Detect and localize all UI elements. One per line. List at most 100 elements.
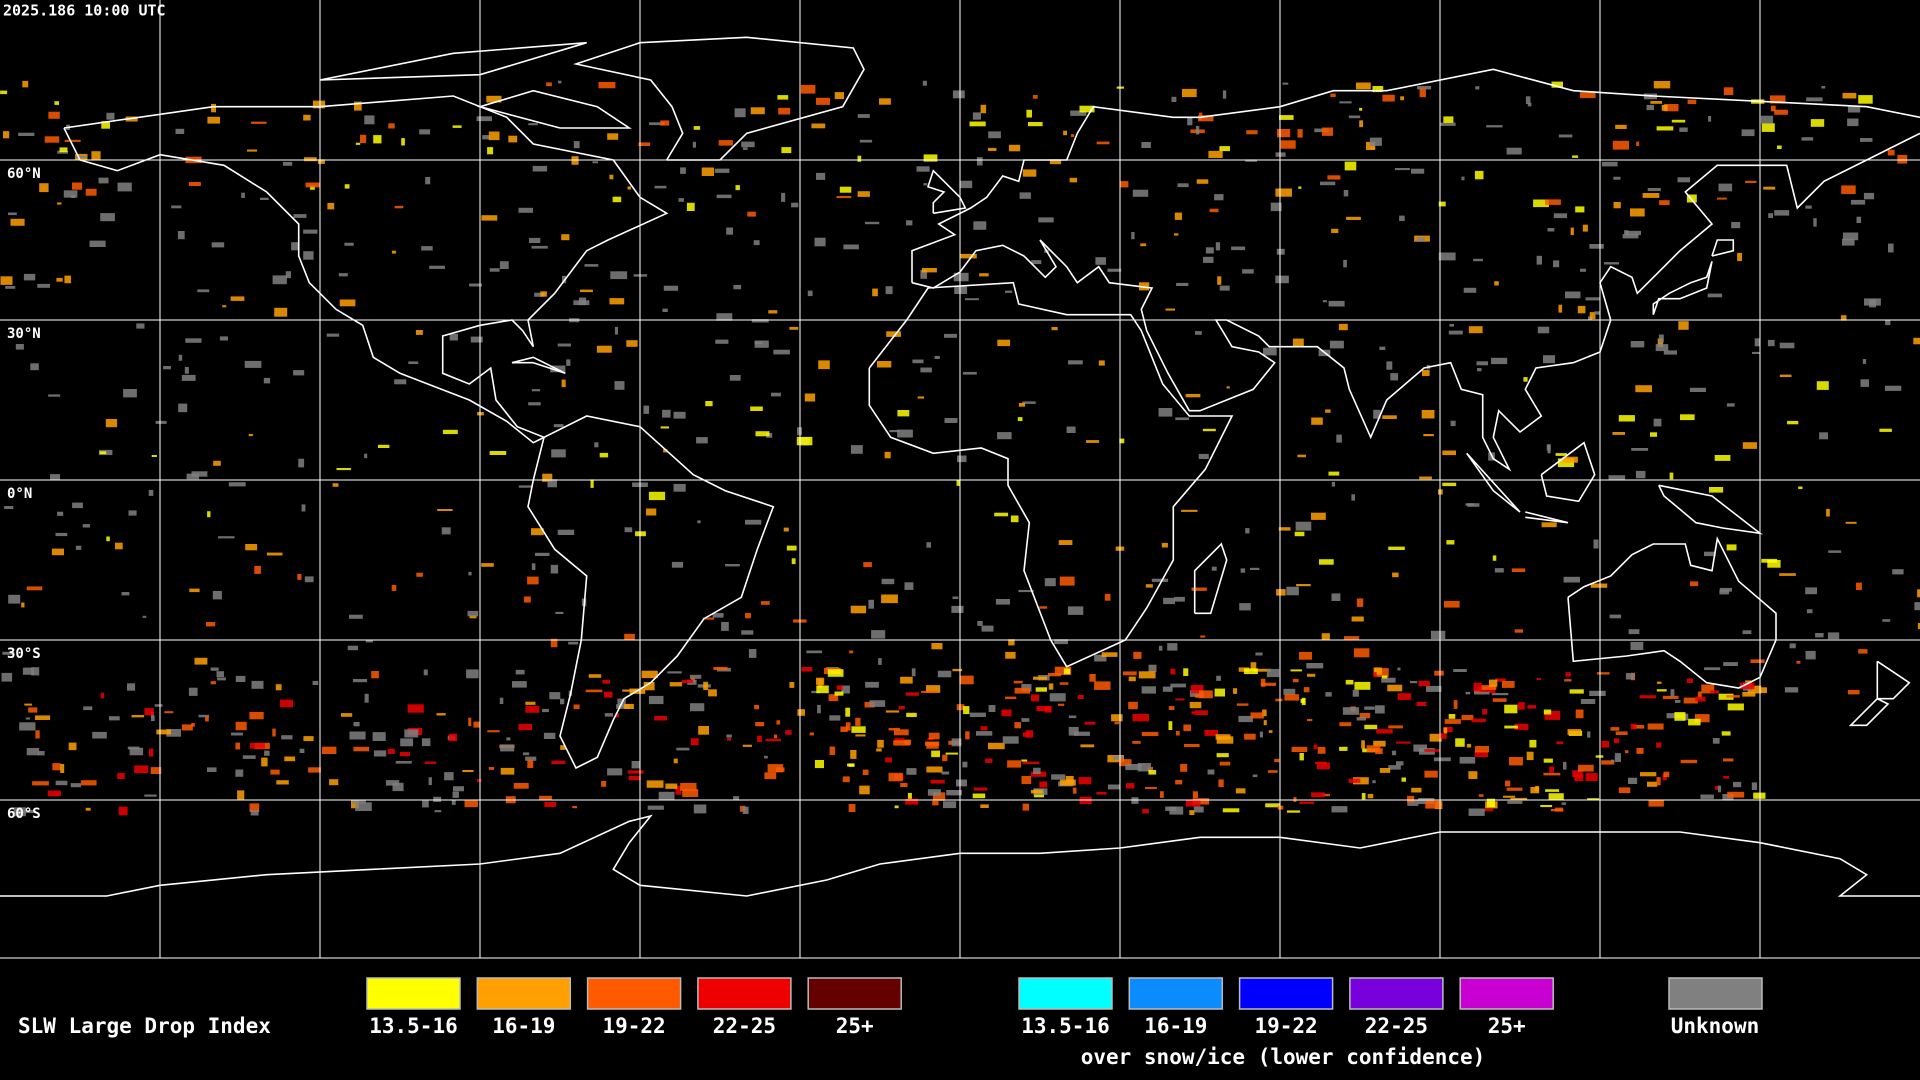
cloud-pixel: [54, 101, 59, 105]
cloud-pixel: [304, 576, 314, 583]
cloud-pixel: [814, 237, 826, 247]
cloud-pixel: [1089, 674, 1096, 682]
cloud-pixel: [1148, 770, 1157, 775]
cloud-pixel: [301, 504, 306, 512]
cloud-pixel: [13, 807, 26, 817]
cloud-pixel: [60, 764, 65, 773]
cloud-pixel: [806, 650, 822, 654]
cloud-pixel: [352, 679, 368, 683]
cloud-pixel: [1618, 415, 1635, 422]
cloud-pixel: [423, 669, 428, 676]
cloud-pixel: [419, 129, 431, 135]
cloud-pixel: [1204, 730, 1218, 736]
cloud-pixel: [55, 780, 68, 786]
cloud-pixel: [1400, 96, 1404, 101]
cloud-pixel: [638, 142, 651, 146]
cloud-pixel: [1646, 104, 1654, 111]
cloud-pixel: [1026, 109, 1032, 118]
cloud-pixel: [1805, 650, 1816, 660]
cloud-pixel: [228, 482, 246, 487]
cloud-pixel: [1679, 127, 1688, 132]
cloud-pixel: [404, 729, 419, 738]
cloud-pixel: [557, 80, 562, 84]
cloud-pixel: [1476, 361, 1488, 366]
cloud-pixel: [734, 108, 746, 118]
cloud-pixel: [1683, 697, 1698, 704]
cloud-pixel: [881, 594, 898, 604]
cloud-pixel: [1632, 724, 1645, 729]
cloud-pixel: [1073, 731, 1090, 736]
cloud-pixel: [487, 730, 500, 733]
cloud-pixel: [568, 641, 579, 645]
cloud-pixel: [1687, 99, 1697, 105]
cloud-pixel: [213, 460, 221, 466]
cloud-pixel: [442, 429, 458, 435]
cloud-pixel: [1533, 199, 1549, 208]
cloud-pixel: [1128, 701, 1138, 710]
cloud-pixel: [30, 363, 39, 371]
cloud-pixel: [1142, 808, 1149, 814]
cloud-pixel: [1760, 115, 1774, 124]
cloud-pixel: [905, 798, 919, 805]
cloud-pixel: [1742, 630, 1752, 635]
cloud-pixel: [686, 202, 695, 211]
cloud-pixel: [85, 807, 91, 811]
cloud-pixel: [1320, 181, 1336, 186]
cloud-pixel: [1885, 319, 1891, 326]
cloud-pixel: [1689, 387, 1706, 392]
cloud-pixel: [697, 520, 701, 524]
cloud-pixel: [1879, 428, 1892, 432]
cloud-pixel: [773, 349, 790, 355]
cloud-pixel: [473, 721, 480, 728]
cloud-pixel: [1167, 643, 1178, 651]
cloud-pixel: [809, 732, 814, 736]
cloud-pixel: [1138, 671, 1156, 679]
cloud-pixel: [518, 723, 532, 731]
coastline: [1193, 542, 1228, 615]
cloud-pixel: [23, 273, 36, 281]
cloud-pixel: [1200, 635, 1206, 638]
cloud-pixel: [349, 731, 366, 740]
cloud-pixel: [739, 805, 746, 812]
cloud-pixel: [942, 754, 948, 762]
cloud-pixel: [1396, 741, 1411, 744]
cloud-pixel: [1541, 522, 1557, 528]
legend-swatch: [1128, 977, 1224, 1010]
cloud-pixel: [518, 485, 533, 488]
cloud-pixel: [1107, 268, 1122, 272]
cloud-pixel: [1421, 410, 1435, 419]
cloud-pixel: [1543, 758, 1553, 763]
cloud-pixel: [184, 367, 189, 374]
cloud-pixel: [1723, 662, 1738, 666]
cloud-pixel: [1892, 569, 1904, 575]
cloud-pixel: [303, 229, 318, 234]
cloud-pixel: [164, 711, 174, 714]
cloud-pixel: [35, 730, 40, 739]
cloud-pixel: [365, 640, 373, 643]
cloud-pixel: [1145, 787, 1157, 789]
legend-label: 22-25: [1365, 1014, 1428, 1038]
cloud-pixel: [291, 242, 300, 251]
cloud-pixel: [607, 768, 623, 776]
cloud-pixel: [1084, 721, 1096, 725]
cloud-pixel: [100, 213, 115, 222]
cloud-pixel: [1266, 668, 1280, 678]
cloud-pixel: [1161, 542, 1168, 548]
lat-label: 30°N: [7, 326, 41, 342]
cloud-pixel: [26, 586, 43, 591]
cloud-pixel: [250, 810, 259, 816]
cloud-pixel: [889, 430, 900, 433]
cloud-pixel: [127, 746, 140, 750]
cloud-pixel: [1544, 711, 1561, 720]
cloud-pixel: [848, 763, 855, 767]
cloud-pixel: [336, 468, 351, 471]
cloud-pixel: [1327, 175, 1341, 180]
cloud-pixel: [391, 584, 397, 591]
cloud-pixel: [75, 155, 87, 158]
cloud-pixel: [888, 772, 903, 782]
cloud-pixel: [842, 776, 850, 783]
cloud-pixel: [1311, 417, 1323, 425]
cloud-pixel: [1195, 125, 1200, 135]
cloud-pixel: [1656, 742, 1662, 748]
cloud-pixel: [1424, 749, 1441, 752]
